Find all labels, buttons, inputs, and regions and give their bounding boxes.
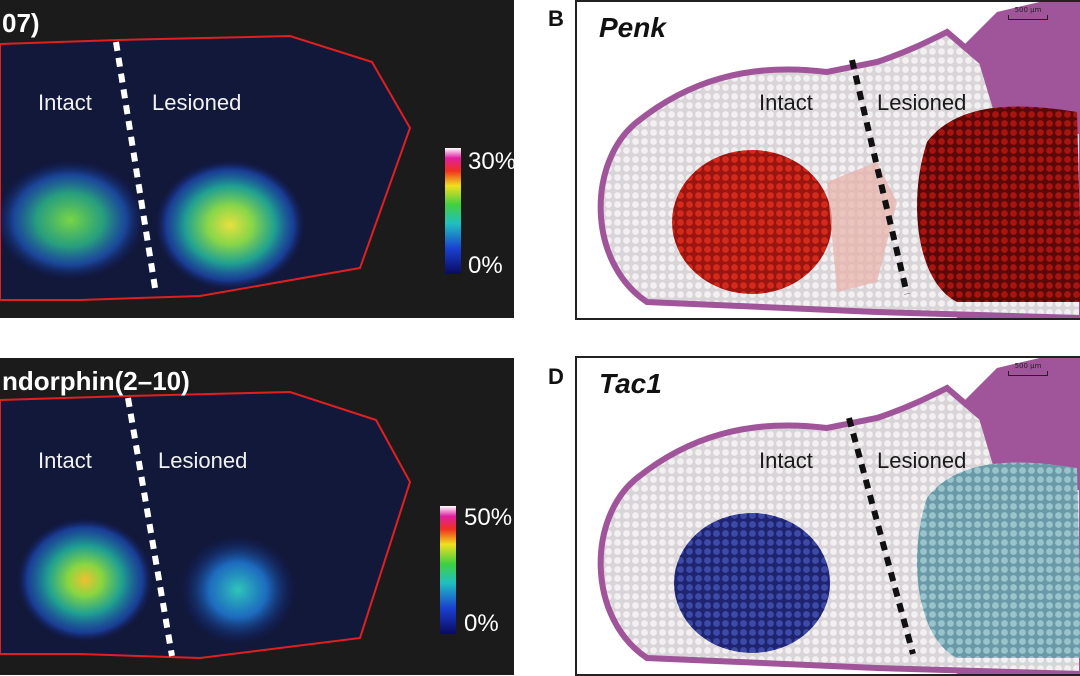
panel-d-scale-text: 500 µm (1014, 362, 1042, 370)
panel-c-colorbar-min: 0% (464, 610, 499, 637)
panel-b-lesioned-label: Lesioned (877, 90, 967, 115)
panel-a-colorbar-max: 30% (468, 148, 514, 175)
panel-c-title: ndorphin(2–10) (2, 366, 190, 396)
panel-b-image (597, 2, 1080, 318)
panel-d-scale-line (1008, 371, 1048, 376)
panel-d-gene: Tac1 (599, 368, 662, 399)
panel-a-image (0, 34, 461, 301)
panel-d-lesioned-label: Lesioned (877, 448, 967, 473)
panel-b-scale-line (1008, 15, 1048, 20)
panel-b-scale-bar: 500 µm (1008, 6, 1048, 20)
panel-b-gene: Penk (599, 12, 666, 43)
panel-d-scale-bar: 500 µm (1008, 362, 1048, 376)
panel-a: 07) Intact Lesioned 30% 0% (0, 0, 514, 318)
panel-d: Tac1 500 µm Intact Lesioned (575, 356, 1080, 676)
panel-c-image (0, 390, 456, 660)
panel-b-intact-label: Intact (759, 90, 813, 115)
panel-a-title: 07) (2, 8, 40, 38)
panel-b: Penk 500 µm Intact Lesioned (575, 0, 1080, 320)
panel-b-letter: B (548, 6, 564, 31)
panel-d-intact-label: Intact (759, 448, 813, 473)
panel-c: ndorphin(2–10) Intact Lesioned 50% 0% (0, 358, 514, 675)
panel-c-intact-label: Intact (38, 448, 92, 473)
panel-a-colorbar-min: 0% (468, 252, 503, 279)
panel-b-scale-text: 500 µm (1014, 6, 1042, 14)
panel-d-letter: D (548, 364, 564, 389)
panel-c-colorbar-max: 50% (464, 504, 513, 531)
panel-d-image (597, 358, 1080, 674)
panel-a-intact-label: Intact (38, 90, 92, 115)
panel-a-lesioned-label: Lesioned (152, 90, 242, 115)
panel-c-lesioned-label: Lesioned (158, 448, 248, 473)
